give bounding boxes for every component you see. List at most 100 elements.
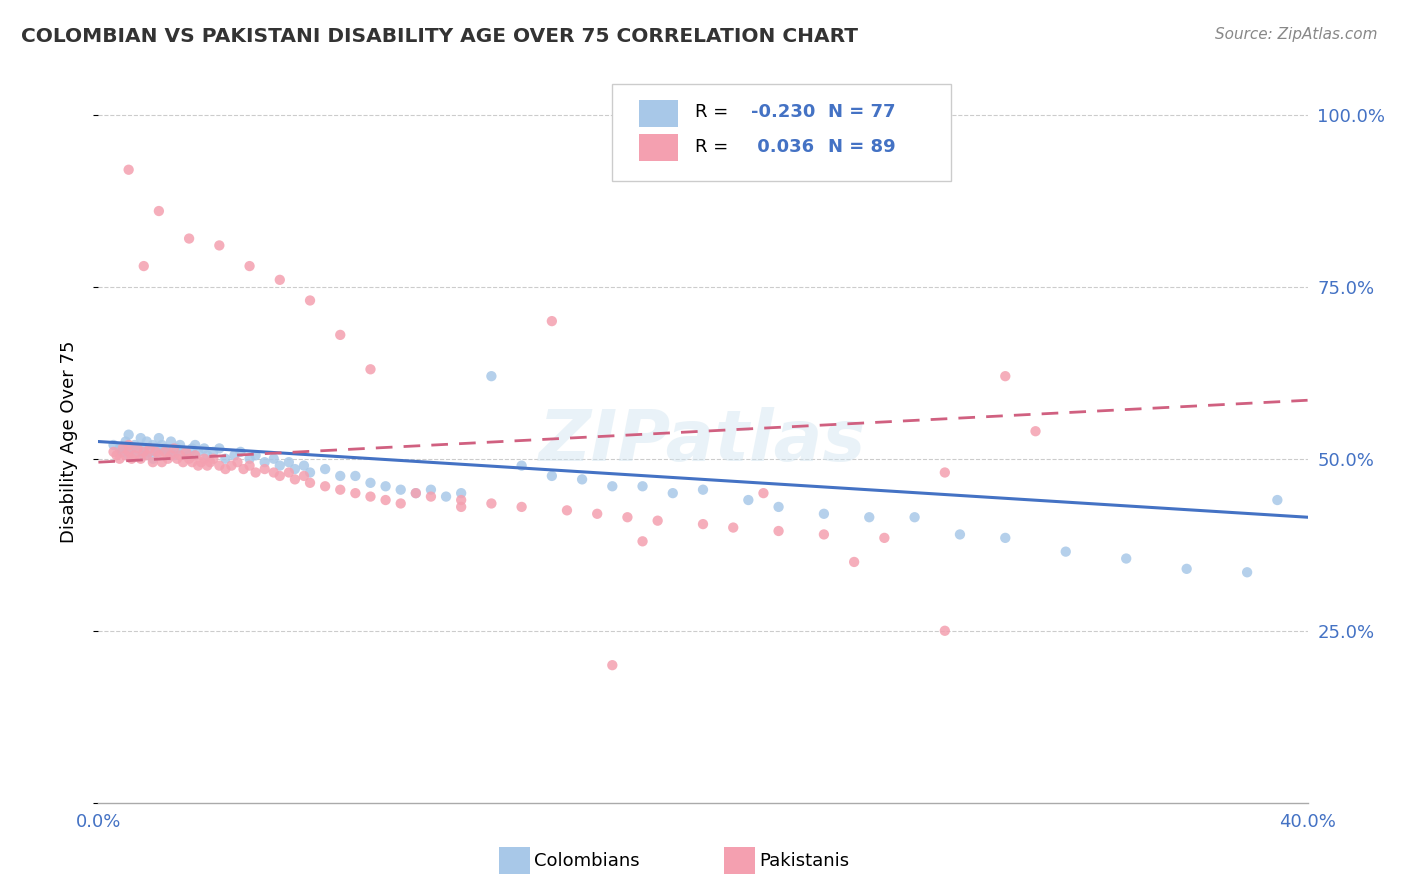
- Point: [292, 458, 315, 473]
- Point: [405, 486, 427, 500]
- Point: [124, 448, 146, 462]
- Point: [145, 445, 167, 459]
- Point: [190, 455, 212, 469]
- Point: [647, 514, 669, 528]
- Y-axis label: Disability Age Over 75: Disability Age Over 75: [59, 340, 77, 543]
- Point: [269, 273, 291, 287]
- Point: [132, 442, 155, 456]
- Point: [202, 451, 225, 466]
- Point: [858, 510, 880, 524]
- Point: [135, 448, 157, 462]
- Point: [121, 451, 143, 466]
- Point: [314, 479, 336, 493]
- Point: [187, 458, 209, 473]
- Point: [181, 455, 204, 469]
- Point: [481, 369, 503, 384]
- Point: [118, 162, 141, 177]
- Point: [202, 445, 225, 459]
- Point: [994, 531, 1017, 545]
- Point: [768, 500, 790, 514]
- Point: [329, 469, 352, 483]
- Point: [145, 442, 167, 456]
- Point: [374, 479, 396, 493]
- Point: [586, 507, 609, 521]
- Point: [114, 448, 136, 462]
- Point: [602, 658, 624, 673]
- Point: [616, 510, 638, 524]
- Point: [450, 500, 472, 514]
- Point: [118, 448, 141, 462]
- Point: [226, 455, 249, 469]
- Point: [949, 527, 972, 541]
- Point: [214, 451, 236, 466]
- Point: [172, 445, 194, 459]
- Point: [344, 486, 367, 500]
- Point: [405, 486, 427, 500]
- Text: N = 89: N = 89: [828, 138, 896, 156]
- Point: [124, 438, 146, 452]
- Point: [111, 442, 134, 456]
- Point: [179, 231, 201, 245]
- Point: [153, 445, 176, 459]
- Point: [169, 438, 191, 452]
- Point: [184, 448, 207, 462]
- Point: [510, 500, 533, 514]
- Point: [253, 462, 276, 476]
- Point: [108, 451, 131, 466]
- Point: [269, 458, 291, 473]
- Text: ZIPatlas: ZIPatlas: [540, 407, 866, 476]
- Point: [214, 462, 236, 476]
- Point: [181, 442, 204, 456]
- Point: [299, 466, 322, 480]
- Point: [813, 527, 835, 541]
- Text: N = 77: N = 77: [828, 103, 896, 121]
- Point: [148, 431, 170, 445]
- Point: [135, 434, 157, 449]
- Point: [103, 438, 125, 452]
- FancyBboxPatch shape: [613, 84, 950, 181]
- Point: [245, 448, 267, 462]
- Point: [208, 442, 231, 456]
- Point: [148, 204, 170, 219]
- Point: [314, 462, 336, 476]
- Text: 0.036: 0.036: [751, 138, 814, 156]
- Point: [602, 479, 624, 493]
- Point: [1054, 544, 1077, 558]
- Point: [481, 496, 503, 510]
- Text: -0.230: -0.230: [751, 103, 815, 121]
- Point: [166, 442, 188, 456]
- Point: [232, 462, 254, 476]
- Point: [118, 445, 141, 459]
- Point: [193, 442, 215, 456]
- Point: [139, 442, 162, 456]
- Point: [1236, 566, 1258, 580]
- Point: [239, 259, 262, 273]
- Point: [360, 490, 382, 504]
- Point: [692, 483, 714, 497]
- Text: COLOMBIAN VS PAKISTANI DISABILITY AGE OVER 75 CORRELATION CHART: COLOMBIAN VS PAKISTANI DISABILITY AGE OV…: [21, 27, 858, 45]
- Point: [148, 445, 170, 459]
- Point: [111, 445, 134, 459]
- Point: [160, 434, 183, 449]
- Point: [374, 493, 396, 508]
- Point: [934, 624, 956, 638]
- Point: [1175, 562, 1198, 576]
- Point: [434, 490, 457, 504]
- Point: [631, 479, 654, 493]
- Point: [239, 458, 262, 473]
- Point: [768, 524, 790, 538]
- Point: [103, 445, 125, 459]
- Point: [277, 455, 299, 469]
- Text: Colombians: Colombians: [534, 852, 640, 870]
- Point: [156, 445, 179, 459]
- Point: [142, 455, 165, 469]
- Point: [269, 469, 291, 483]
- Point: [873, 531, 896, 545]
- Point: [329, 483, 352, 497]
- Point: [299, 475, 322, 490]
- Point: [723, 520, 745, 534]
- Point: [174, 445, 197, 459]
- Point: [118, 427, 141, 442]
- Text: Source: ZipAtlas.com: Source: ZipAtlas.com: [1215, 27, 1378, 42]
- Point: [187, 445, 209, 459]
